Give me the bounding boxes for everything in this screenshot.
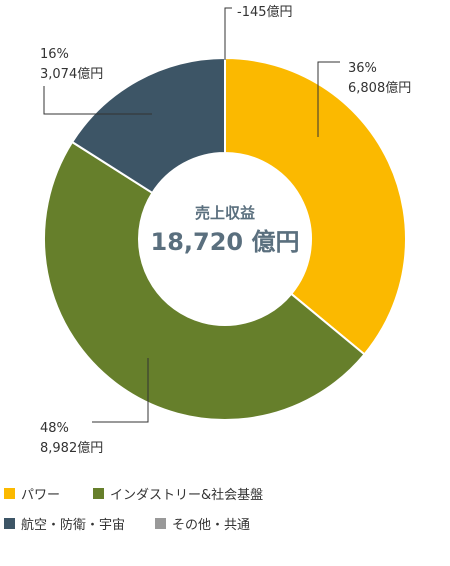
slice-industry [43, 140, 366, 421]
leader-industry [92, 358, 149, 423]
label-percent-aerospace: 16% [40, 47, 69, 62]
legend-swatch-power [4, 488, 15, 499]
legend-item-industry: インダストリー&社会基盤 [93, 484, 263, 503]
leader-power [317, 61, 340, 137]
leader-other [224, 7, 232, 60]
legend-label-aerospace: 航空・防衛・宇宙 [21, 518, 126, 533]
label-amount-power: 6,808億円 [348, 80, 411, 96]
legend-item-power: パワー [4, 484, 60, 503]
center-value: 18,720 億円 [151, 228, 300, 256]
legend-label-other: その他・共通 [172, 518, 251, 533]
slice-aerospace [70, 56, 226, 195]
donut-chart: 売上収益 18,720 億円 36% 6,808億円 48% 8,982億円 1… [40, 4, 411, 456]
label-amount-aerospace: 3,074億円 [40, 66, 103, 82]
slice-power [224, 56, 407, 356]
leader-aerospace [43, 86, 152, 115]
legend-swatch-aerospace [4, 518, 15, 529]
legend-label-industry: インダストリー&社会基盤 [110, 488, 264, 503]
label-percent-power: 36% [348, 61, 377, 76]
label-amount-industry: 8,982億円 [40, 440, 103, 456]
label-amount-other: -145億円 [237, 4, 293, 20]
center-title: 売上収益 [195, 204, 255, 222]
legend-item-other: その他・共通 [155, 514, 250, 533]
legend-swatch-industry [93, 488, 104, 499]
label-percent-industry: 48% [40, 421, 69, 436]
legend: パワー インダストリー&社会基盤 航空・防衛・宇宙 その他・共通 [0, 484, 450, 544]
legend-swatch-other [155, 518, 166, 529]
legend-item-aerospace: 航空・防衛・宇宙 [4, 514, 125, 533]
legend-label-power: パワー [21, 488, 61, 503]
